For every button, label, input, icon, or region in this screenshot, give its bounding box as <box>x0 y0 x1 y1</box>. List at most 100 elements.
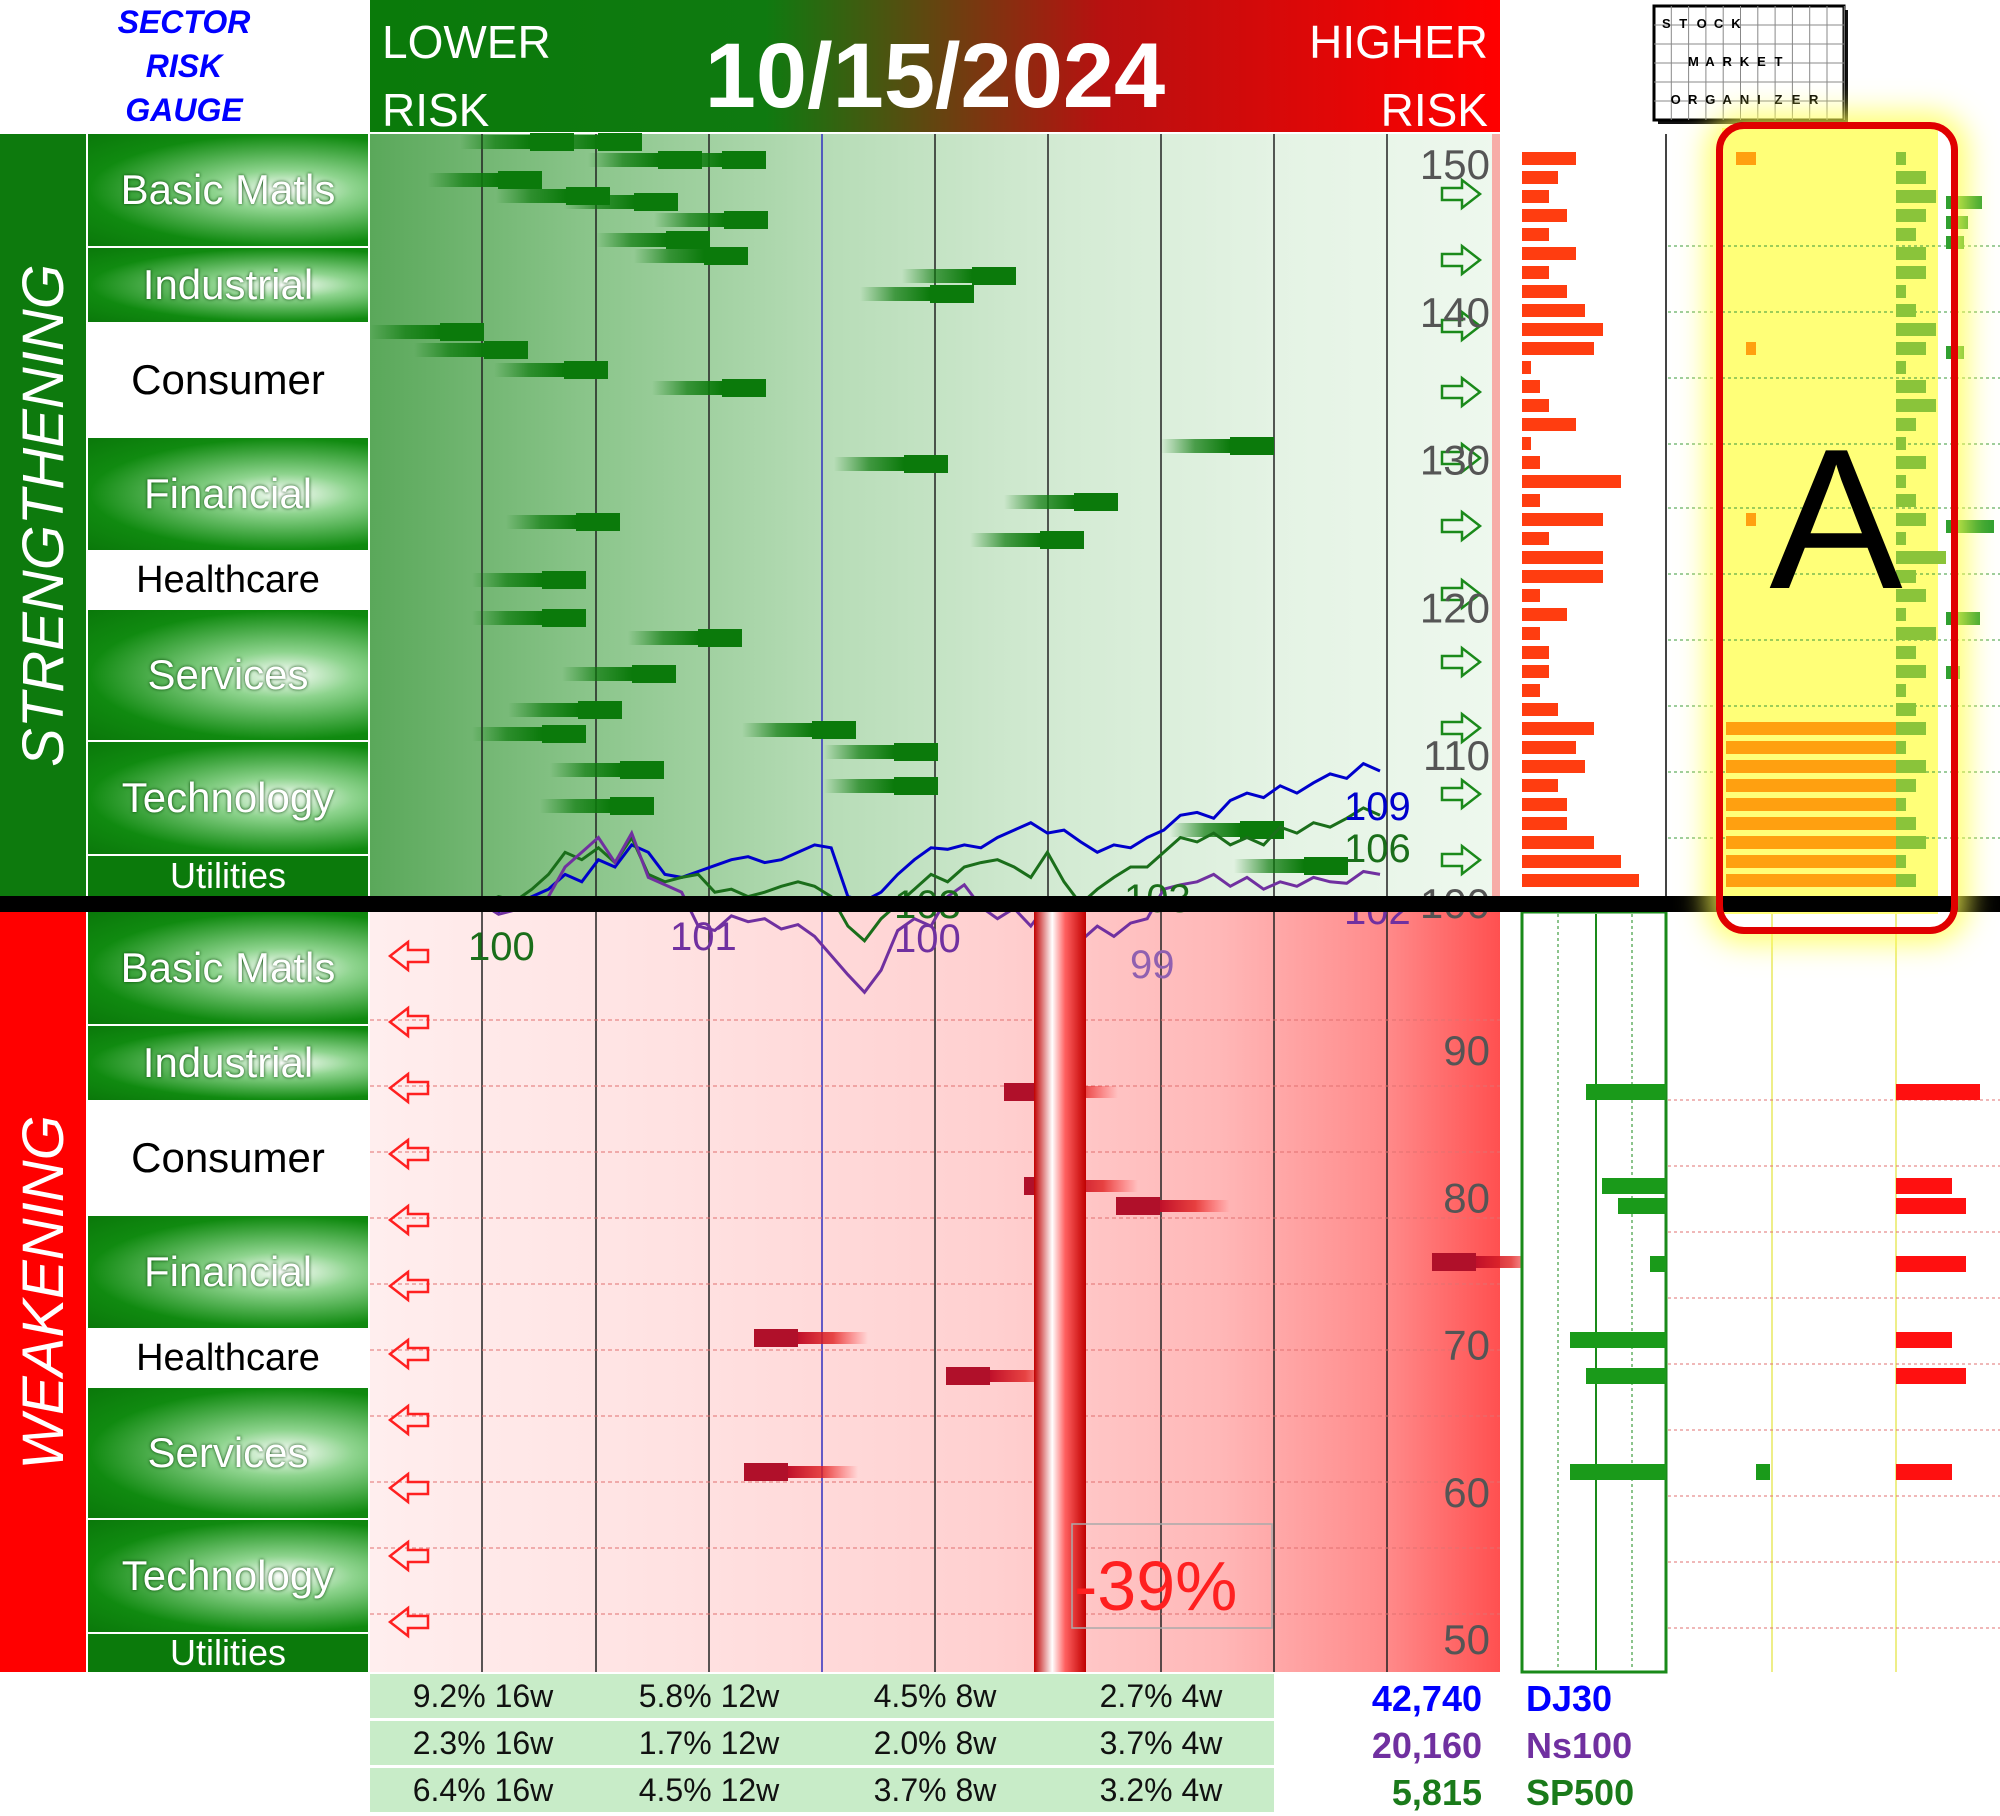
sector-bar <box>1040 531 1084 549</box>
histogram-bar <box>1522 209 1567 222</box>
higher-risk-label: HIGHER RISK <box>1309 8 1488 144</box>
sector-bar <box>634 249 704 263</box>
index-value-sp500: 5,815 <box>1391 1772 1482 1813</box>
sector-bar <box>596 233 666 247</box>
left-arrow-icon <box>387 1203 430 1237</box>
histogram-bar <box>1522 323 1603 336</box>
histogram-bar <box>1522 760 1585 773</box>
index-value-ns100: 20,160 <box>1371 1725 1482 1766</box>
histogram-bar <box>1946 612 1980 625</box>
y-tick-label: 50 <box>1443 1616 1490 1663</box>
sector-bar <box>472 611 542 625</box>
left-arrow-icon <box>387 1605 430 1639</box>
histogram-bar <box>1896 589 1926 602</box>
sector-bar <box>894 743 938 761</box>
right-arrow-icon <box>1440 645 1483 679</box>
lower-green-panel <box>1520 910 1668 1674</box>
histogram-bar <box>1726 817 1896 830</box>
histogram-bar <box>1726 798 1896 811</box>
logo-letter: I <box>1757 92 1761 107</box>
histogram-bar <box>1896 1464 1952 1480</box>
histogram-bar <box>1522 646 1549 659</box>
right-arrow-icon <box>1440 243 1483 277</box>
histogram-bar <box>1570 1464 1666 1480</box>
sector-bar <box>652 381 722 395</box>
sector-top-financial: Financial <box>88 438 368 550</box>
logo-letter: T <box>1679 16 1687 31</box>
right-arrow-icon <box>1440 843 1483 877</box>
right-arrow-icon <box>1440 577 1483 611</box>
histogram-bar <box>1896 285 1906 298</box>
histogram-bar <box>1896 570 1916 583</box>
histogram-bar <box>1946 216 1968 229</box>
histogram-bar <box>1522 285 1567 298</box>
index-name-ns100: Ns100 <box>1526 1725 1633 1766</box>
histogram-bar <box>1726 874 1896 887</box>
sector-bar <box>698 629 742 647</box>
sector-top-industrial: Industrial <box>88 248 368 322</box>
histogram-bar <box>1896 513 1926 526</box>
histogram-bar <box>1746 342 1756 355</box>
series-end-label: 109 <box>1344 785 1411 829</box>
histogram-bar <box>1602 1178 1666 1194</box>
sector-bar <box>742 723 812 737</box>
histogram-bar <box>1896 209 1926 222</box>
histogram-bar <box>1522 361 1531 374</box>
histogram-bar <box>1522 551 1603 564</box>
histogram-bar <box>1522 779 1558 792</box>
stat-cell: 4.5% 12w <box>638 1772 780 1808</box>
histogram-bar <box>1522 855 1621 868</box>
logo-letter: A <box>1705 54 1715 69</box>
sector-bar <box>506 515 576 529</box>
histogram-bar <box>1522 513 1603 526</box>
histogram-bar <box>1570 1332 1666 1348</box>
logo-letter: O <box>1671 92 1681 107</box>
sector-bar <box>484 341 528 359</box>
y-tick-label: 130 <box>1420 437 1490 484</box>
histogram-bar <box>1946 520 1994 533</box>
index-annotation: 100 <box>894 917 961 961</box>
index-value-dj30: 42,740 <box>1371 1678 1482 1719</box>
index-name-dj30: DJ30 <box>1526 1678 1613 1719</box>
weakness-pillar <box>1034 906 1086 1672</box>
higher-risk-line-1: HIGHER <box>1309 16 1488 68</box>
sector-top-services: Services <box>88 610 368 740</box>
sector-bar <box>860 287 930 301</box>
risk-divider <box>0 896 2000 912</box>
stat-cell: 2.7% 4w <box>1099 1678 1223 1714</box>
left-arrow-icon <box>387 1471 430 1505</box>
sector-bar <box>494 363 564 377</box>
y-tick-label: 90 <box>1443 1027 1490 1074</box>
sector-bar <box>722 151 766 169</box>
histogram-bar <box>1896 684 1906 697</box>
histogram-bar <box>1896 551 1946 564</box>
sector-bar <box>632 665 676 683</box>
histogram-bar <box>1522 304 1585 317</box>
sector-top-consumer: Consumer <box>88 324 368 436</box>
histogram-bar <box>1522 722 1594 735</box>
histogram-bar <box>1896 779 1916 792</box>
histogram-bar <box>1522 494 1540 507</box>
sector-bar <box>472 573 542 587</box>
sector-bar <box>904 455 948 473</box>
histogram-bar <box>1522 589 1540 602</box>
histogram-bar <box>1896 437 1906 450</box>
sector-bar <box>370 325 440 339</box>
sector-bottom-utilities: Utilities <box>88 1632 368 1673</box>
histogram-bar <box>1896 399 1936 412</box>
sector-bar <box>894 777 938 795</box>
stat-cell: 2.0% 8w <box>873 1725 997 1761</box>
weakening-band: WEAKENING <box>0 912 86 1672</box>
histogram-bar <box>1586 1368 1666 1384</box>
histogram-bar <box>1896 1198 1966 1214</box>
histogram-bar <box>1896 817 1916 830</box>
histogram-bar <box>1946 236 1964 249</box>
histogram-bar <box>1522 190 1549 203</box>
sector-bar <box>1160 439 1230 453</box>
histogram-bar <box>1522 342 1594 355</box>
histogram-bar <box>1896 323 1936 336</box>
histogram-bar <box>1896 190 1936 203</box>
histogram-bar <box>1522 532 1549 545</box>
sector-bar <box>1116 1197 1160 1215</box>
